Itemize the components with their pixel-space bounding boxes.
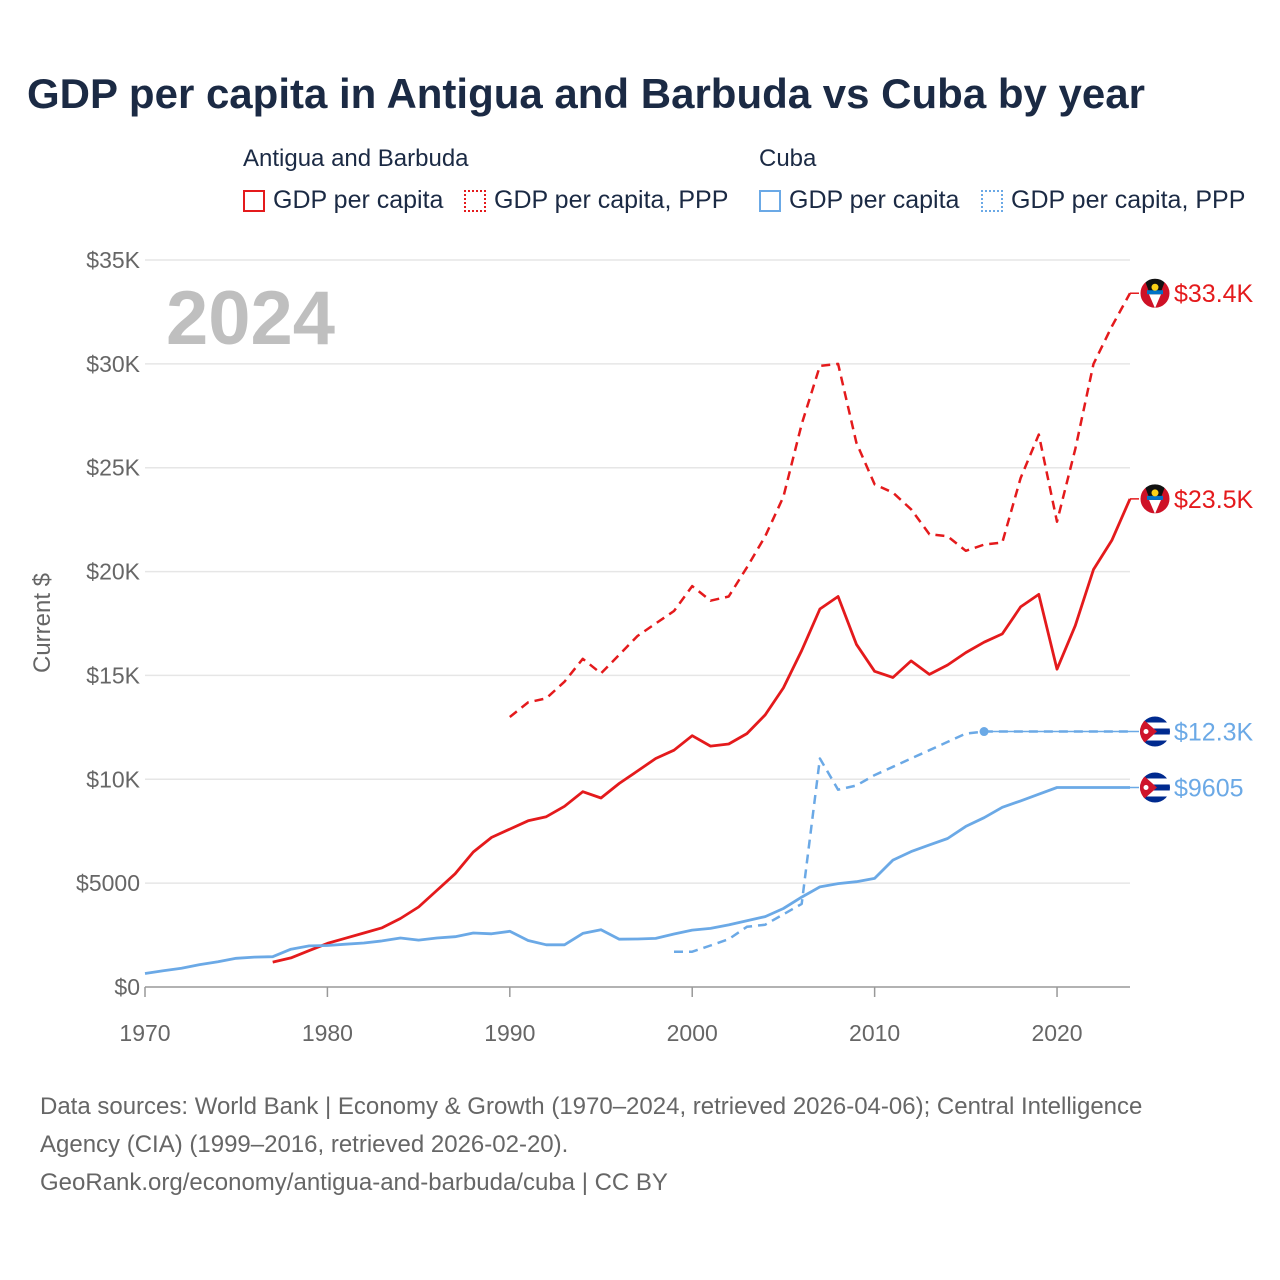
y-axis-label: Current $ <box>29 573 56 673</box>
footer-credit[interactable]: GeoRank.org/economy/antigua-and-barbuda/… <box>40 1169 668 1196</box>
x-tick-label: 1990 <box>484 1020 535 1046</box>
end-value-label: $9605 <box>1174 774 1244 802</box>
y-tick-label: $25K <box>86 455 140 481</box>
legend-group-antigua: Antigua and Barbuda <box>243 145 469 172</box>
series-line-0 <box>272 498 1132 964</box>
legend-swatch-solid-red <box>243 189 265 212</box>
legend-swatch-dotted-red <box>464 189 486 212</box>
x-tick-label: 1970 <box>119 1020 170 1046</box>
end-value-label: $23.5K <box>1174 486 1254 514</box>
y-tick-label: $15K <box>86 662 140 688</box>
legend-item-antigua-ppp[interactable]: GDP per capita, PPP <box>464 186 728 215</box>
cuba-flag-icon <box>1140 716 1170 747</box>
y-tick-label: $0 <box>114 974 140 1000</box>
x-tick-label: 2020 <box>1031 1020 1082 1046</box>
legend-label: GDP per capita <box>789 186 960 214</box>
x-tick-label: 2010 <box>849 1020 900 1046</box>
legend-label: GDP per capita <box>273 186 444 214</box>
legend-label: GDP per capita, PPP <box>494 186 729 214</box>
x-tick-label: 2000 <box>667 1020 718 1046</box>
legend-group-cuba: Cuba <box>759 145 817 172</box>
cuba-flag-icon <box>1140 772 1170 803</box>
series-line-2 <box>144 786 1130 975</box>
line-chart: 2024 Current $ $23.5K $33.4K $9605 $12.3K $… <box>29 247 1254 1046</box>
legend-item-antigua-gdp[interactable]: GDP per capita <box>243 186 443 215</box>
end-value-label: $12.3K <box>1174 719 1254 747</box>
footer-sources-line1: Data sources: World Bank | Economy & Gro… <box>40 1093 1143 1120</box>
legend-item-cuba-gdp[interactable]: GDP per capita <box>759 186 959 215</box>
chart-title: GDP per capita in Antigua and Barbuda vs… <box>27 70 1145 117</box>
footer-sources-line2: Agency (CIA) (1999–2016, retrieved 2026-… <box>40 1131 569 1158</box>
legend-label: GDP per capita, PPP <box>1011 186 1246 214</box>
y-tick-label: $35K <box>86 247 140 273</box>
legend-item-cuba-ppp[interactable]: GDP per capita, PPP <box>981 186 1245 215</box>
y-tick-label: $5000 <box>76 870 140 896</box>
y-tick-label: $30K <box>86 351 140 377</box>
series-line-1 <box>509 292 1132 718</box>
antigua-flag-icon <box>1139 483 1171 515</box>
antigua-flag-icon <box>1139 277 1171 309</box>
end-value-label: $33.4K <box>1174 280 1254 308</box>
y-tick-label: $10K <box>86 766 140 792</box>
year-watermark: 2024 <box>166 276 335 361</box>
footer: Data sources: World Bank | Economy & Gro… <box>40 1088 1250 1202</box>
series-line-3 <box>674 730 1130 953</box>
x-tick-label: 1980 <box>302 1020 353 1046</box>
legend-swatch-solid-blue <box>759 189 781 212</box>
legend-swatch-dotted-blue <box>981 189 1003 212</box>
y-tick-label: $20K <box>86 559 140 585</box>
